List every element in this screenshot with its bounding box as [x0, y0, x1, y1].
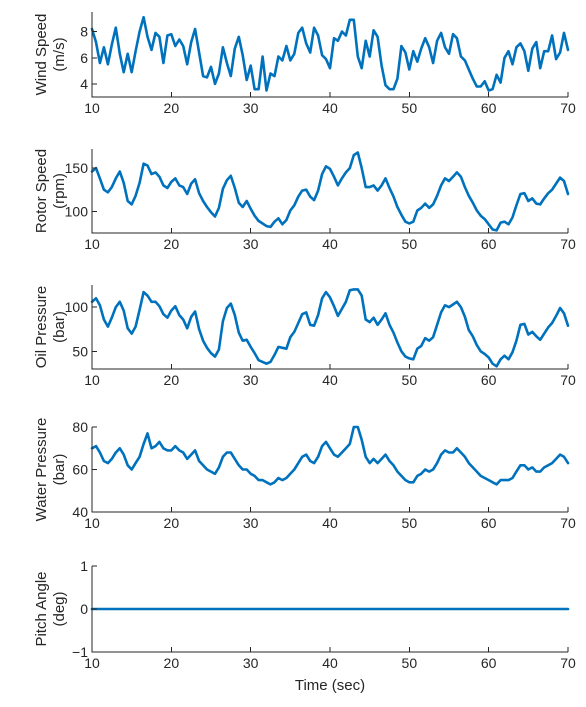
axis-lines [91, 149, 568, 234]
y-tick-label: −1 [72, 644, 88, 660]
x-tick-label: 40 [322, 372, 338, 388]
x-tick-label: 20 [164, 236, 180, 252]
x-tick-label: 60 [481, 515, 497, 531]
y-axis-label: Pitch Angle(deg) [33, 571, 68, 646]
x-tick-label: 60 [481, 236, 497, 252]
x-tick-label: 10 [84, 655, 100, 671]
y-tick-label: 4 [80, 76, 88, 92]
x-tick-label: 40 [322, 236, 338, 252]
x-tick-label: 30 [243, 236, 259, 252]
x-tick-label: 30 [243, 515, 259, 531]
series-line-3 [90, 288, 570, 368]
x-axis-label: Time (sec) [295, 677, 365, 694]
series-line-2 [90, 151, 570, 232]
x-tick-label: 50 [402, 236, 418, 252]
y-tick-label: 50 [72, 343, 88, 359]
y-tick-label: 100 [65, 203, 89, 219]
y-tick-label: 80 [72, 419, 88, 435]
x-tick-label: 20 [164, 100, 180, 116]
x-tick-label: 50 [402, 655, 418, 671]
x-tick-label: 60 [481, 100, 497, 116]
x-tick-label: 70 [560, 236, 576, 252]
x-tick-label: 10 [84, 372, 100, 388]
y-tick-label: 60 [72, 462, 88, 478]
x-tick-label: 40 [322, 515, 338, 531]
subplot-1: 10 20 30 40 50 60 70 4 6 8 Wind Speed(m/s) [33, 12, 576, 116]
y-tick-label: 150 [65, 160, 89, 176]
x-tick-label: 40 [322, 100, 338, 116]
x-tick-label: 30 [243, 100, 259, 116]
y-axis-label: Wind Speed(m/s) [33, 14, 68, 96]
axis-lines [91, 427, 568, 513]
x-tick-label: 50 [402, 372, 418, 388]
y-tick-label: 1 [80, 558, 88, 574]
x-tick-label: 10 [84, 100, 100, 116]
x-tick-label: 20 [164, 515, 180, 531]
x-tick-label: 50 [402, 515, 418, 531]
y-tick-label: 100 [65, 299, 89, 315]
x-tick-label: 50 [402, 100, 418, 116]
y-axis-label: Rotor Speed(rpm) [33, 149, 68, 233]
x-tick-label: 20 [164, 655, 180, 671]
y-axis-label: Water Pressure(bar) [33, 418, 68, 522]
x-tick-label: 70 [560, 372, 576, 388]
y-tick-label: 40 [72, 504, 88, 520]
x-tick-label: 10 [84, 236, 100, 252]
x-tick-label: 20 [164, 372, 180, 388]
x-tick-label: 70 [560, 100, 576, 116]
x-tick-label: 60 [481, 372, 497, 388]
x-tick-label: 40 [322, 655, 338, 671]
series-line-4 [90, 425, 570, 486]
x-tick-label: 10 [84, 515, 100, 531]
x-tick-label: 30 [243, 655, 259, 671]
x-tick-label: 70 [560, 515, 576, 531]
subplot-5: 10 20 30 40 50 60 70 −1 0 1 Pitch Angle(deg) Time (… [33, 558, 576, 694]
y-tick-label: 6 [80, 50, 88, 66]
y-axis-label: Oil Pressure(bar) [33, 286, 68, 369]
x-tick-label: 30 [243, 372, 259, 388]
y-tick-label: 8 [80, 24, 88, 40]
series-line-1 [90, 15, 570, 92]
x-tick-label: 60 [481, 655, 497, 671]
y-tick-label: 0 [80, 601, 88, 617]
x-tick-label: 70 [560, 655, 576, 671]
